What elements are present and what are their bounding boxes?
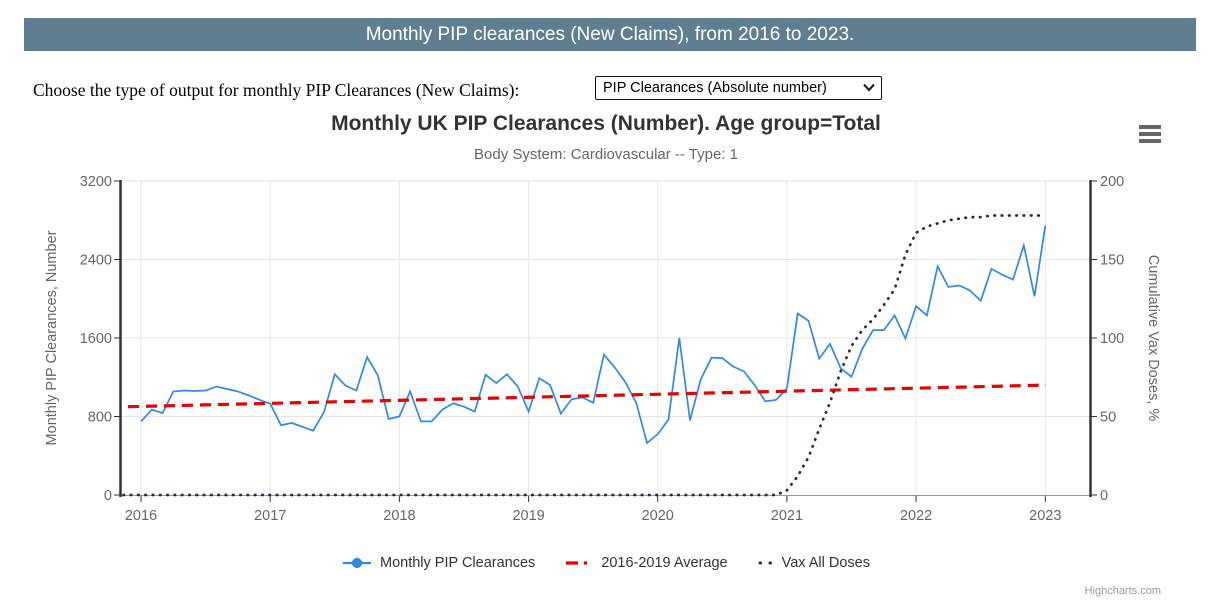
svg-text:200: 200: [1100, 174, 1124, 190]
svg-text:2016: 2016: [125, 508, 157, 524]
chart-menu-button[interactable]: [1136, 121, 1164, 147]
legend-item-2016-2019-average[interactable]: 2016-2019 Average: [565, 555, 728, 571]
svg-text:0: 0: [104, 488, 112, 504]
horizontal-gridlines: [121, 180, 1090, 417]
x-axis-labels: 2016 2017 2018 2019 2020 2021 2022 2023: [125, 508, 1062, 524]
page-title: Monthly PIP clearances (New Claims), fro…: [365, 24, 855, 45]
highcharts-credits-link[interactable]: Highcharts.com: [1084, 585, 1161, 597]
y-axis-right-title: Cumulative Vax Doses, %: [1145, 255, 1161, 422]
svg-text:100: 100: [1100, 331, 1124, 347]
svg-text:2018: 2018: [383, 508, 415, 524]
svg-text:0: 0: [1100, 488, 1108, 504]
svg-text:800: 800: [88, 410, 112, 426]
svg-text:2021: 2021: [771, 508, 803, 524]
chart-title: Monthly UK PIP Clearances (Number). Age …: [331, 112, 881, 135]
legend-label: Vax All Doses: [781, 555, 870, 571]
svg-text:2020: 2020: [642, 508, 674, 524]
line-circle-marker-icon: [343, 557, 371, 569]
chart-subtitle: Body System: Cardiovascular -- Type: 1: [474, 146, 738, 163]
y-axis-left-title: Monthly PIP Clearances, Number: [44, 230, 60, 445]
svg-text:2017: 2017: [254, 508, 286, 524]
svg-text:1600: 1600: [80, 331, 112, 347]
y-axis-left-labels: 3200 2400 1600 800 0: [80, 174, 112, 504]
svg-text:50: 50: [1100, 410, 1116, 426]
vertical-gridlines: [140, 181, 1046, 495]
legend-label: Monthly PIP Clearances: [380, 555, 536, 571]
svg-text:3200: 3200: [80, 174, 112, 190]
svg-text:2019: 2019: [512, 508, 544, 524]
svg-text:2023: 2023: [1029, 508, 1061, 524]
svg-text:2400: 2400: [80, 253, 112, 269]
header-bar: Monthly PIP clearances (New Claims), fro…: [24, 18, 1196, 51]
output-type-label: Choose the type of output for monthly PI…: [33, 80, 520, 100]
dotted-line-marker-icon: [758, 561, 774, 565]
series-monthly-pip-clearances[interactable]: [140, 225, 1047, 445]
dashed-line-marker-icon: [566, 561, 593, 565]
output-type-select-wrap: PIP Clearances (Absolute number): [595, 76, 882, 100]
legend: Monthly PIP Clearances 2016-2019 Average…: [24, 555, 1188, 571]
hamburger-icon: [1139, 125, 1161, 143]
series-2016-2019-average[interactable]: [127, 383, 1047, 409]
y-axis-right-labels: 200 150 100 50 0: [1100, 174, 1124, 504]
x-axis-ticks: [140, 496, 1046, 502]
legend-item-vax-all-doses[interactable]: Vax All Doses: [758, 555, 870, 571]
y-axis-right-ticks: [1091, 180, 1097, 496]
svg-text:150: 150: [1100, 253, 1124, 269]
output-type-select[interactable]: PIP Clearances (Absolute number): [595, 76, 882, 100]
svg-text:2022: 2022: [900, 508, 932, 524]
series-vax-all-doses[interactable]: [122, 214, 1047, 497]
legend-item-monthly-pip-clearances[interactable]: Monthly PIP Clearances: [342, 555, 535, 571]
legend-label: 2016-2019 Average: [601, 555, 728, 571]
y-axis-left-ticks: [114, 180, 120, 496]
